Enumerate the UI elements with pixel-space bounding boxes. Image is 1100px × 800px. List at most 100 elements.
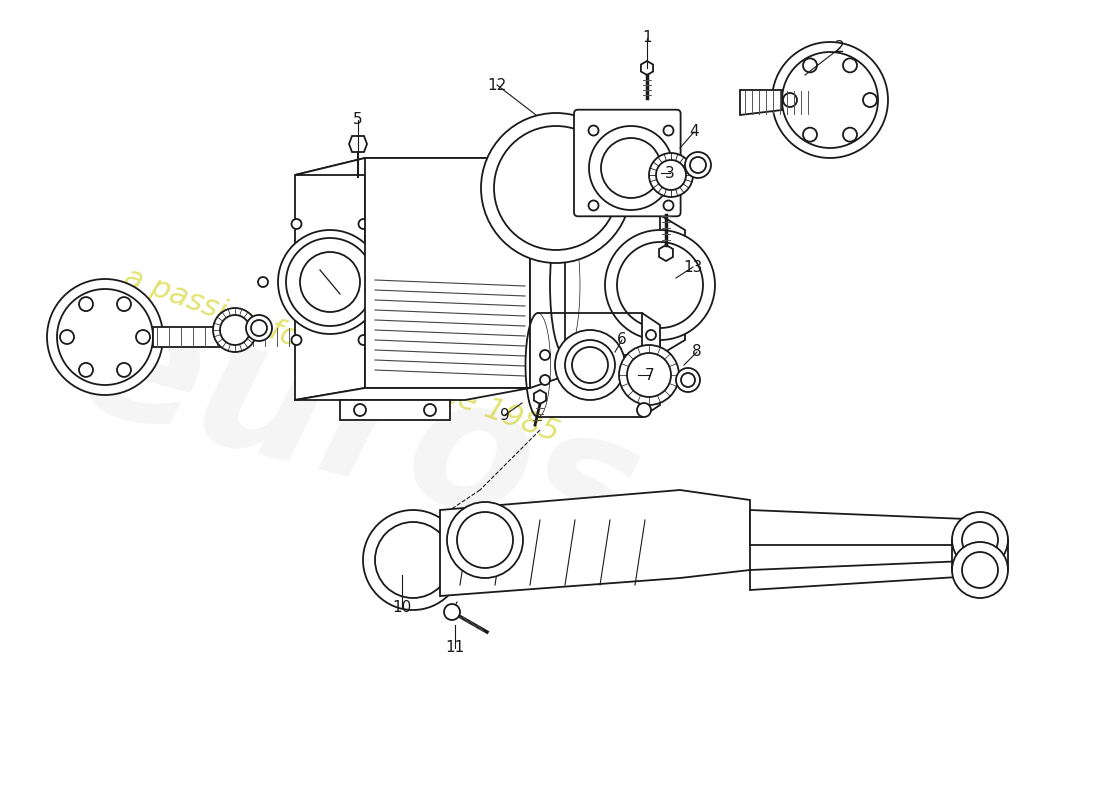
- Circle shape: [782, 52, 878, 148]
- Circle shape: [286, 238, 374, 326]
- Circle shape: [772, 42, 888, 158]
- Circle shape: [843, 58, 857, 72]
- Circle shape: [363, 510, 463, 610]
- Circle shape: [783, 93, 798, 107]
- Circle shape: [292, 335, 301, 345]
- Circle shape: [588, 126, 673, 210]
- Circle shape: [540, 213, 550, 223]
- Circle shape: [60, 330, 74, 344]
- Polygon shape: [534, 390, 546, 404]
- Circle shape: [47, 279, 163, 395]
- Circle shape: [117, 297, 131, 311]
- Circle shape: [803, 128, 817, 142]
- Polygon shape: [642, 313, 660, 417]
- Circle shape: [246, 315, 272, 341]
- Circle shape: [685, 152, 711, 178]
- Circle shape: [494, 126, 618, 250]
- Circle shape: [359, 335, 369, 345]
- FancyBboxPatch shape: [574, 110, 681, 216]
- Circle shape: [79, 363, 94, 377]
- Polygon shape: [641, 61, 653, 75]
- Circle shape: [668, 306, 678, 316]
- Circle shape: [691, 293, 701, 303]
- Text: 10: 10: [393, 599, 411, 614]
- Circle shape: [220, 315, 250, 345]
- Polygon shape: [295, 388, 530, 400]
- Circle shape: [258, 277, 268, 287]
- Polygon shape: [295, 158, 530, 175]
- Circle shape: [676, 368, 700, 392]
- Text: 9: 9: [500, 407, 510, 422]
- Circle shape: [456, 512, 513, 568]
- Circle shape: [359, 219, 369, 229]
- Circle shape: [447, 502, 522, 578]
- Circle shape: [79, 297, 94, 311]
- Circle shape: [117, 363, 131, 377]
- Text: a passion for parts since 1985: a passion for parts since 1985: [120, 262, 563, 447]
- Circle shape: [57, 289, 153, 385]
- Text: 6: 6: [617, 333, 627, 347]
- Circle shape: [540, 180, 550, 190]
- Circle shape: [864, 93, 877, 107]
- Polygon shape: [530, 158, 565, 388]
- Circle shape: [617, 242, 703, 328]
- Circle shape: [572, 347, 608, 383]
- Circle shape: [637, 403, 651, 417]
- Circle shape: [540, 375, 550, 385]
- Polygon shape: [750, 560, 990, 590]
- Circle shape: [649, 153, 693, 197]
- Text: 8: 8: [692, 345, 702, 359]
- Circle shape: [601, 138, 661, 198]
- Circle shape: [354, 404, 366, 416]
- Circle shape: [803, 58, 817, 72]
- Circle shape: [962, 552, 998, 588]
- Text: 5: 5: [353, 113, 363, 127]
- Text: 1: 1: [642, 30, 652, 46]
- Text: euros: euros: [60, 271, 658, 589]
- Circle shape: [588, 126, 598, 135]
- Circle shape: [540, 350, 550, 360]
- Circle shape: [588, 201, 598, 210]
- Circle shape: [251, 320, 267, 336]
- Circle shape: [691, 267, 701, 277]
- Circle shape: [213, 308, 257, 352]
- Circle shape: [962, 522, 998, 558]
- Text: 2: 2: [835, 41, 845, 55]
- Circle shape: [627, 353, 671, 397]
- Polygon shape: [365, 158, 530, 388]
- Polygon shape: [660, 215, 685, 355]
- Circle shape: [619, 345, 679, 405]
- Circle shape: [690, 157, 706, 173]
- Circle shape: [444, 604, 460, 620]
- Polygon shape: [440, 490, 750, 596]
- Circle shape: [136, 330, 150, 344]
- Text: 13: 13: [683, 259, 703, 274]
- Text: 7: 7: [646, 367, 654, 382]
- Polygon shape: [659, 245, 673, 261]
- Circle shape: [605, 230, 715, 340]
- Polygon shape: [750, 510, 990, 545]
- Text: 4: 4: [690, 125, 698, 139]
- Circle shape: [300, 252, 360, 312]
- Polygon shape: [153, 327, 220, 347]
- Circle shape: [681, 373, 695, 387]
- Polygon shape: [295, 158, 365, 400]
- Circle shape: [646, 360, 656, 370]
- Circle shape: [392, 277, 402, 287]
- Circle shape: [481, 113, 631, 263]
- Circle shape: [952, 542, 1008, 598]
- Polygon shape: [340, 400, 450, 420]
- Circle shape: [292, 219, 301, 229]
- Circle shape: [663, 201, 673, 210]
- Circle shape: [278, 230, 382, 334]
- Circle shape: [646, 267, 656, 277]
- Text: 11: 11: [446, 641, 464, 655]
- Polygon shape: [349, 136, 367, 152]
- Circle shape: [646, 293, 656, 303]
- Circle shape: [556, 330, 625, 400]
- Circle shape: [646, 330, 656, 340]
- Circle shape: [952, 512, 1008, 568]
- Circle shape: [656, 160, 686, 190]
- Circle shape: [668, 254, 678, 264]
- Text: 3: 3: [666, 166, 675, 181]
